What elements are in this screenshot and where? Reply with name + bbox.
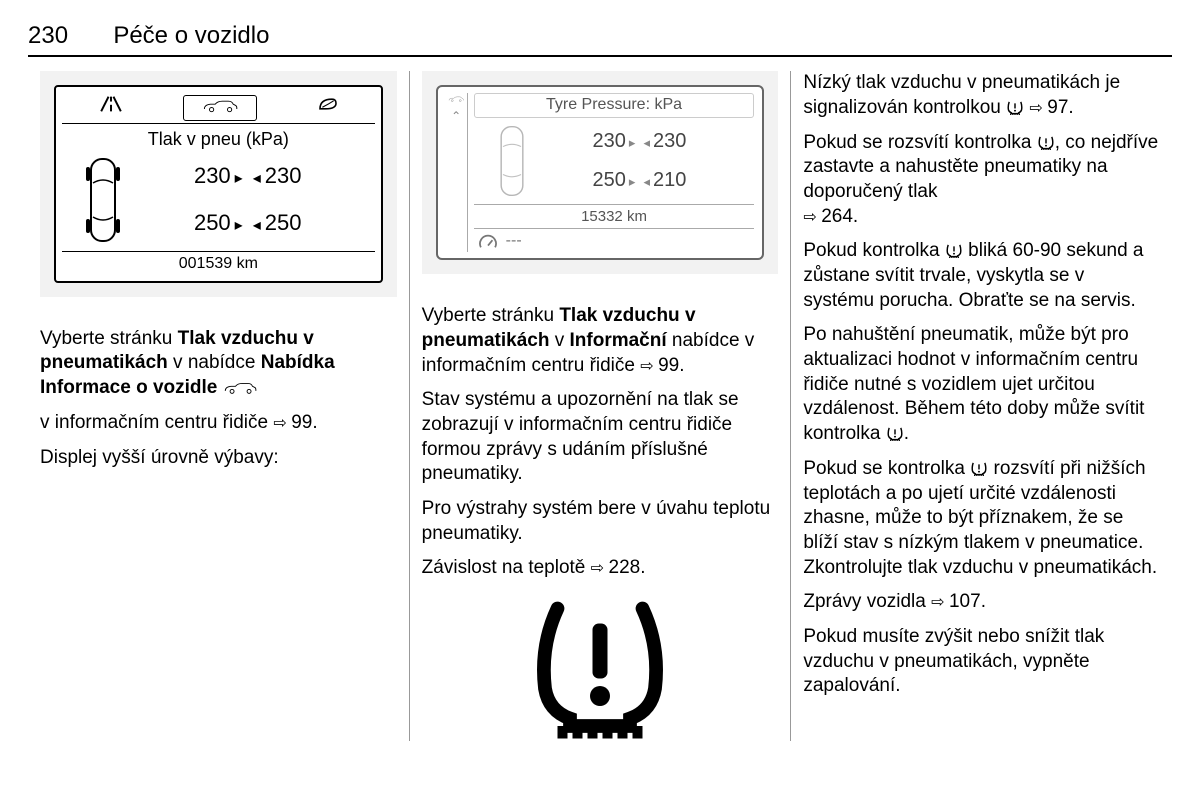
lcd-basic: Tlak v pneu (kPa) 230 230 250 250 001539… bbox=[54, 85, 383, 283]
display-screenshot-2: ⌃ Tyre Pressure: kPa 230 230 250 210 153… bbox=[422, 71, 779, 274]
tire-rr: 250 bbox=[253, 209, 355, 238]
tab-lane-icon bbox=[92, 95, 130, 120]
page-title: Péče o vozidlo bbox=[113, 20, 269, 51]
col3-p7: Pokud musíte zvýšit nebo snížit tlak vzd… bbox=[803, 625, 1160, 699]
tpms-warn-icon bbox=[1006, 99, 1024, 115]
speed-row: --- bbox=[474, 229, 755, 252]
col2-p4: Závislost na teplotě 228. bbox=[422, 556, 779, 581]
lcd2-title: Tyre Pressure: kPa bbox=[474, 93, 755, 118]
gauge-icon bbox=[478, 234, 498, 250]
tpms-warn-icon bbox=[945, 242, 963, 258]
odometer: 001539 km bbox=[62, 251, 375, 275]
column-3: Nízký tlak vzduchu v pneumatikách je sig… bbox=[790, 71, 1172, 741]
col3-p3: Pokud kontrolka bliká 60-90 sekund a zůs… bbox=[803, 239, 1160, 313]
tpms-warn-icon bbox=[970, 460, 988, 476]
col3-p5: Pokud se kontrolka rozsvítí při nižších … bbox=[803, 457, 1160, 580]
col1-p1: Vyberte stránku Tlak vzduchu v pneumatik… bbox=[40, 327, 397, 401]
column-2: ⌃ Tyre Pressure: kPa 230 230 250 210 153… bbox=[409, 71, 791, 741]
tire-pressure-grid: 230 230 250 250 bbox=[62, 155, 375, 245]
display-screenshot-1: Tlak v pneu (kPa) 230 230 250 250 001539… bbox=[40, 71, 397, 297]
speed-value: --- bbox=[506, 231, 522, 252]
col3-p4: Po nahuštění pneumatik, může být pro akt… bbox=[803, 323, 1160, 446]
page-number: 230 bbox=[28, 20, 68, 51]
col1-p3: Displej vyšší úrovně výbavy: bbox=[40, 446, 397, 471]
odometer-2: 15332 km bbox=[474, 204, 755, 230]
tab-leaf-icon bbox=[311, 95, 345, 120]
tire-rl: 250 bbox=[194, 209, 243, 238]
col3-p1: Nízký tlak vzduchu v pneumatikách je sig… bbox=[803, 71, 1160, 120]
tire-pressure-grid-2: 230 230 250 210 bbox=[474, 124, 755, 198]
tire2-fl: 230 bbox=[593, 128, 636, 154]
tire2-rl: 250 bbox=[593, 167, 636, 193]
car-inline-icon bbox=[223, 381, 257, 395]
sidebar-car-icon bbox=[448, 95, 464, 103]
lcd-uplevel: ⌃ Tyre Pressure: kPa 230 230 250 210 153… bbox=[436, 85, 765, 260]
lcd-title: Tlak v pneu (kPa) bbox=[62, 128, 375, 151]
page-header: 230 Péče o vozidlo bbox=[28, 20, 1172, 57]
reference-link: 99 bbox=[640, 355, 679, 376]
tpms-warn-icon bbox=[886, 425, 904, 441]
col2-p1: Vyberte stránku Tlak vzduchu v pneumatik… bbox=[422, 304, 779, 378]
reference-link: 264 bbox=[803, 206, 853, 227]
tpms-warn-icon bbox=[1037, 134, 1055, 150]
lcd-tabs bbox=[62, 93, 375, 123]
tire2-rr: 210 bbox=[643, 167, 736, 193]
col3-p2: Pokud se rozsvítí kontrolka , co nejdřív… bbox=[803, 131, 1160, 230]
col2-p2: Stav systému a upozornění na tlak se zob… bbox=[422, 388, 779, 487]
content-columns: Tlak v pneu (kPa) 230 230 250 250 001539… bbox=[28, 71, 1172, 741]
tire2-fr: 230 bbox=[643, 128, 736, 154]
reference-link: 97 bbox=[1029, 97, 1068, 118]
tire-fl: 230 bbox=[194, 162, 243, 191]
col3-p6: Zprávy vozidla 107. bbox=[803, 590, 1160, 615]
col1-p2: v informačním centru řidiče 99. bbox=[40, 411, 397, 436]
car-top-icon bbox=[82, 155, 124, 245]
col2-p3: Pro výstrahy systém bere v úvahu teplotu… bbox=[422, 497, 779, 546]
reference-link: 99 bbox=[273, 412, 312, 433]
tpms-warning-icon-large bbox=[525, 591, 675, 741]
sidebar-scroll-icon: ⌃ bbox=[451, 109, 461, 125]
lcd2-sidebar: ⌃ bbox=[446, 93, 468, 252]
tire-fr: 230 bbox=[253, 162, 355, 191]
car-top-icon-2 bbox=[492, 124, 532, 198]
reference-link: 107 bbox=[931, 591, 981, 612]
reference-link: 228 bbox=[591, 557, 641, 578]
tab-car-icon bbox=[183, 95, 257, 120]
column-1: Tlak v pneu (kPa) 230 230 250 250 001539… bbox=[28, 71, 409, 741]
